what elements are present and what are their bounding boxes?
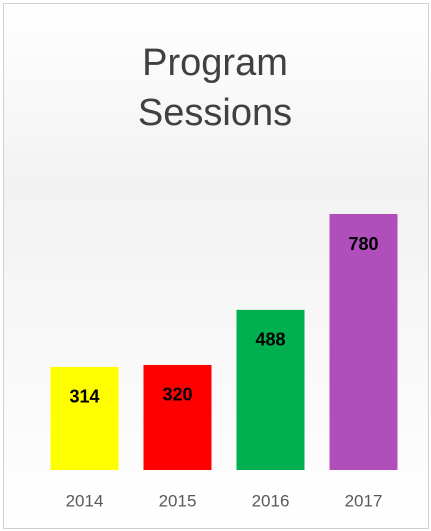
chart-title: Program Sessions — [137, 42, 293, 134]
x-tick-label: 2014 — [66, 491, 104, 510]
x-tick-label: 2017 — [345, 491, 383, 510]
x-tick-label: 2015 — [159, 491, 197, 510]
bar — [50, 366, 119, 470]
x-tick-label: 2016 — [252, 491, 290, 510]
bar — [329, 214, 398, 470]
data-label: 320 — [162, 385, 192, 405]
data-label: 780 — [348, 234, 378, 254]
data-label: 488 — [255, 330, 285, 350]
bar — [236, 309, 305, 470]
data-label: 314 — [69, 387, 99, 407]
bar — [143, 364, 212, 470]
